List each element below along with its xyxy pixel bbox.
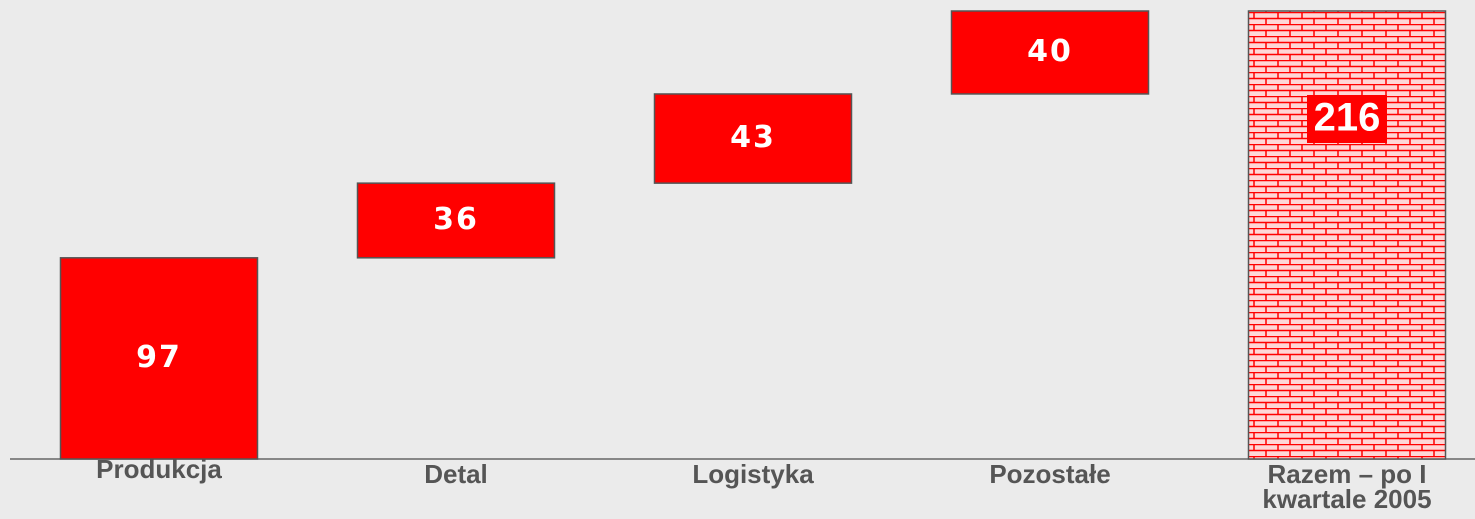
bar	[950, 10, 1150, 95]
x-tick-label: Detal	[424, 459, 488, 489]
bar	[59, 257, 259, 460]
x-tick-label: Logistyka	[692, 459, 814, 489]
x-tick-label: Razem – po I kwartale 2005	[1262, 459, 1432, 514]
value-label-box	[1307, 95, 1387, 143]
x-tick-label: Pozostałe	[989, 459, 1111, 489]
total-bar	[1247, 10, 1447, 460]
value-label: 36	[433, 202, 479, 237]
bar	[356, 182, 556, 259]
value-label: 97	[136, 340, 182, 375]
value-label: 43	[730, 120, 776, 155]
x-tick-label: Produkcja	[96, 454, 222, 484]
value-label: 216	[1314, 96, 1381, 140]
bar	[653, 93, 853, 184]
value-label: 40	[1027, 34, 1073, 69]
